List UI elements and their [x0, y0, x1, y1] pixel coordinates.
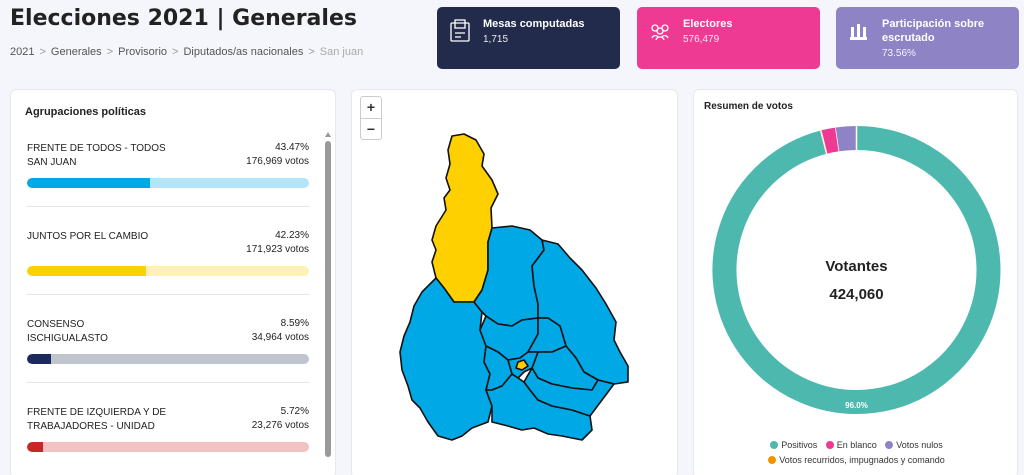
legend-label: Votos nulos — [896, 440, 943, 450]
party-name: CONSENSO ISCHIGUALASTO — [27, 319, 108, 344]
donut-slice-votos-nulos[interactable] — [835, 126, 857, 152]
people-icon — [651, 24, 669, 41]
map-region-capital[interactable] — [515, 359, 529, 371]
zoom-out-button[interactable]: − — [361, 118, 381, 139]
breadcrumb: 2021 > Generales > Provisorio > Diputado… — [10, 46, 363, 58]
party-progress-bar — [27, 354, 309, 364]
scrollbar[interactable] — [324, 132, 332, 472]
party-name: FRENTE DE IZQUIERDA Y DE TRABAJADORES - … — [27, 407, 167, 432]
party-votes: 176,969 votos — [246, 156, 309, 167]
breadcrumb-item-2021[interactable]: 2021 — [10, 46, 35, 58]
breadcrumb-separator: > — [308, 46, 315, 58]
party-votes: 171,923 votos — [246, 244, 309, 255]
hands-raised-icon — [850, 24, 867, 40]
panel-title: Agrupaciones políticas — [25, 106, 147, 118]
legend-item-en-blanco[interactable]: En blanco — [825, 438, 877, 452]
legend-label: En blanco — [836, 440, 877, 450]
party-percentage: 42.23% — [275, 230, 309, 241]
scroll-up-icon[interactable] — [325, 132, 331, 137]
legend-item-votos-nulos[interactable]: Votos nulos — [885, 438, 943, 452]
stat-value: 1,715 — [483, 34, 509, 45]
zoom-control: + − — [360, 96, 382, 140]
donut-center-value: 424,060 — [829, 286, 884, 303]
party-name: FRENTE DE TODOS - TODOS SAN JUAN — [27, 143, 166, 168]
scrollbar-thumb[interactable] — [325, 141, 331, 457]
donut-slice-positivos[interactable] — [712, 126, 1001, 414]
stat-label: Participación sobre escrutado — [882, 18, 985, 44]
breadcrumb-item-san-juan: San juan — [319, 46, 364, 58]
party-progress-fill — [27, 178, 150, 188]
breadcrumb-separator: > — [106, 46, 114, 58]
legend-dot — [768, 456, 777, 464]
breadcrumb-item-generales[interactable]: Generales — [50, 46, 102, 58]
legend-dot — [885, 441, 894, 449]
page-title: Elecciones 2021 | Generales — [10, 6, 357, 31]
province-map[interactable] — [352, 90, 678, 475]
row-divider — [27, 206, 309, 207]
party-name: JUNTOS POR EL CAMBIO — [27, 231, 149, 242]
ballot-box-icon — [450, 19, 470, 42]
party-percentage: 8.59% — [280, 318, 309, 329]
stat-label: Mesas computadas — [483, 18, 585, 30]
party-row[interactable]: JUNTOS POR EL CAMBIO 42.23% 171,923 votos — [27, 230, 309, 300]
party-progress-fill — [27, 266, 147, 276]
party-progress-fill — [27, 354, 52, 364]
donut-slice-label: 96.0% — [845, 401, 868, 410]
stat-card-participacion: Participación sobre escrutado 73.56% — [836, 7, 1019, 69]
legend-dot — [770, 441, 779, 449]
legend-dot — [825, 441, 834, 449]
party-row[interactable]: FRENTE DE TODOS - TODOS SAN JUAN 43.47% 17… — [27, 142, 309, 212]
party-progress-fill — [27, 442, 44, 452]
legend-item-recurridos[interactable]: Votos recurridos, impugnados y comando — [768, 453, 945, 467]
party-votes: 34,964 votos — [251, 332, 309, 343]
party-row[interactable]: CONSENSO ISCHIGUALASTO 8.59% 34,964 votos — [27, 318, 309, 388]
legend-label: Positivos — [781, 440, 818, 450]
stat-card-mesas: Mesas computadas 1,715 — [437, 7, 620, 69]
breadcrumb-item-provisorio[interactable]: Provisorio — [118, 46, 168, 58]
donut-slice-en-blanco[interactable] — [821, 127, 840, 154]
party-progress-bar — [27, 442, 309, 452]
stat-value: 73.56% — [882, 48, 916, 59]
breadcrumb-item-diputados[interactable]: Diputados/as nacionales — [183, 46, 304, 58]
party-progress-bar — [27, 178, 309, 188]
map-region-9-de-julio[interactable] — [523, 367, 615, 417]
row-divider — [27, 294, 309, 295]
panel-title: Resumen de votos — [704, 101, 793, 112]
stat-value: 576,479 — [683, 34, 720, 45]
map-region-calingasta[interactable] — [399, 277, 493, 441]
party-percentage: 43.47% — [275, 142, 309, 153]
legend-label: Votos recurridos, impugnados y comando — [779, 455, 945, 465]
breadcrumb-separator: > — [39, 46, 46, 58]
votes-donut-chart[interactable]: 96.0% — [694, 90, 1018, 430]
stat-label: Electores — [683, 18, 733, 30]
party-votes: 23,276 votos — [251, 420, 309, 431]
legend-item-positivos[interactable]: Positivos — [770, 438, 817, 452]
map-panel[interactable]: + − — [351, 89, 678, 475]
breadcrumb-separator: > — [172, 46, 179, 58]
row-divider — [27, 382, 309, 383]
summary-panel: Resumen de votos 96.0% Votantes 424,060 … — [693, 89, 1018, 475]
party-row[interactable]: FRENTE DE IZQUIERDA Y DE TRABAJADORES - … — [27, 406, 309, 475]
party-progress-bar — [27, 266, 309, 276]
stat-card-electores: Electores 576,479 — [637, 7, 820, 69]
parties-panel: Agrupaciones políticas FRENTE DE TODOS -… — [10, 89, 336, 475]
chart-legend: Positivos En blanco Votos nulos Votos re… — [694, 438, 1017, 468]
zoom-in-button[interactable]: + — [366, 99, 376, 115]
donut-center-label: Votantes — [825, 258, 888, 275]
party-percentage: 5.72% — [280, 406, 309, 417]
